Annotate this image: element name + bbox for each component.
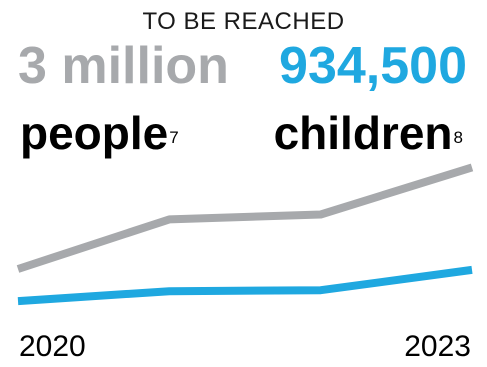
people-label-text: people: [20, 107, 169, 159]
children-target-value: 934,500: [279, 37, 467, 95]
children-label: children8: [274, 110, 463, 156]
trend-chart: [16, 163, 474, 306]
children-label-text: children: [273, 107, 453, 159]
x-tick-start: 2020: [19, 330, 86, 363]
children-footnote: 8: [453, 128, 463, 147]
chart-heading: TO BE REACHED: [142, 8, 345, 35]
people-footnote: 7: [169, 128, 179, 147]
people-target-value: 3 million: [18, 37, 229, 95]
series-line-people: [16, 163, 474, 273]
x-tick-end: 2023: [404, 330, 471, 363]
people-label: people7: [20, 110, 179, 156]
series-line-children: [17, 265, 473, 306]
